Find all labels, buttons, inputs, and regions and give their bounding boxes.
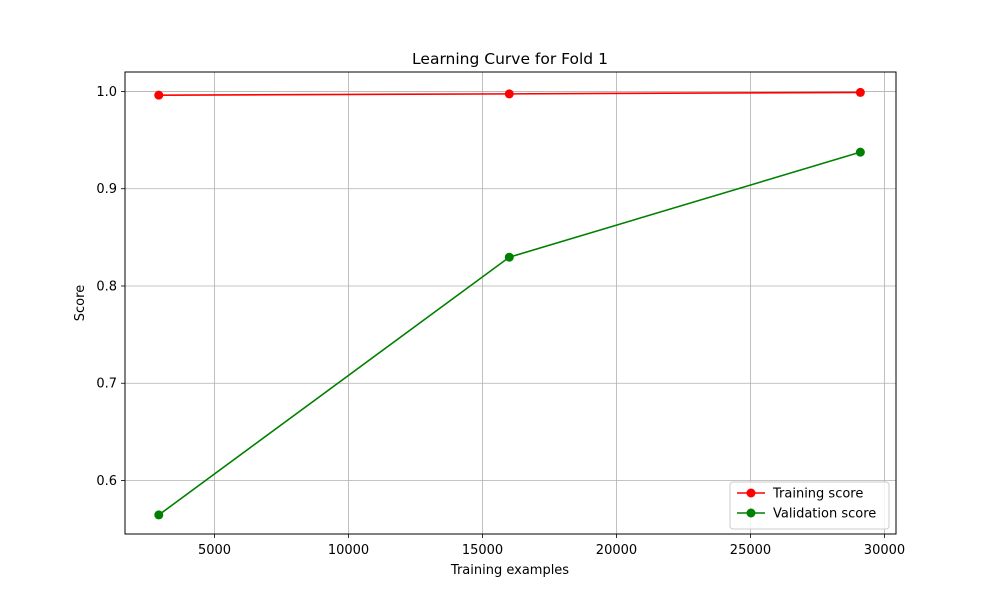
series-2-point <box>855 147 865 157</box>
series-layer <box>154 87 865 520</box>
legend-label: Training score <box>772 487 863 502</box>
series-1-point <box>504 89 514 99</box>
x-tick-label: 20000 <box>596 543 637 558</box>
series-1-point <box>154 90 164 100</box>
plot-frame <box>124 71 897 535</box>
x-tick-label: 30000 <box>864 543 905 558</box>
series-1-point <box>855 87 865 97</box>
axis-ticks: 5000 10000 15000 20000 25000 30000 0.6 0.7 0.8 0.… <box>96 85 905 558</box>
x-tick-label: 15000 <box>462 543 503 558</box>
x-tick-label: 25000 <box>730 543 771 558</box>
y-axis-label: Score <box>73 285 88 321</box>
series-2-point <box>504 252 514 262</box>
x-tick-label: 5000 <box>198 543 231 558</box>
legend-marker <box>746 508 756 518</box>
legend-marker <box>746 488 756 498</box>
y-tick-label: 1.0 <box>96 85 117 100</box>
legend-box <box>729 481 890 530</box>
x-axis-label: Training examples <box>450 563 569 578</box>
legend-label: Validation score <box>773 507 876 522</box>
x-tick-label: 10000 <box>328 543 369 558</box>
series-2-point <box>154 510 164 520</box>
y-tick-label: 0.7 <box>96 377 117 392</box>
y-tick-label: 0.6 <box>96 474 117 489</box>
y-tick-label: 0.8 <box>96 279 117 294</box>
y-tick-label: 0.9 <box>96 182 117 197</box>
legend: Training score Validation score <box>729 481 890 530</box>
chart-title: Learning Curve for Fold 1 <box>412 50 608 68</box>
